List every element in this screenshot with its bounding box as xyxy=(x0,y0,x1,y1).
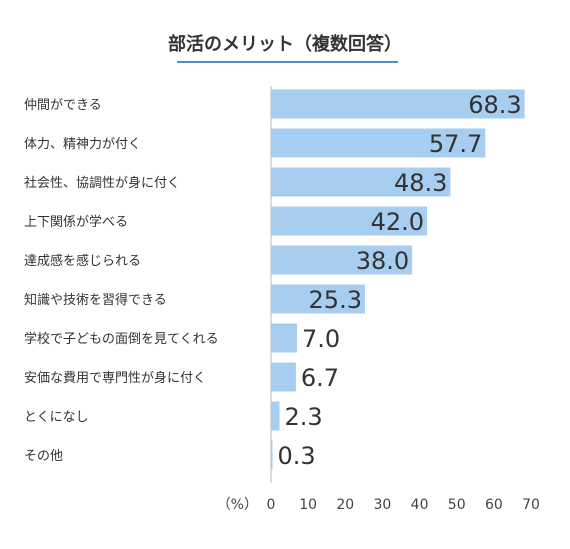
data-label: 25.3 xyxy=(309,286,362,314)
bar xyxy=(271,245,413,275)
category-label: 知識や技術を習得できる xyxy=(24,292,167,308)
bar xyxy=(271,89,525,119)
category-label: 体力、精神力が付く xyxy=(24,137,141,152)
x-tick-label: 60 xyxy=(485,497,503,513)
category-label: 上下関係が学べる xyxy=(24,214,128,230)
bar xyxy=(271,128,486,158)
category-label: とくになし xyxy=(24,410,89,425)
bar xyxy=(271,362,296,392)
x-tick-label: 40 xyxy=(411,497,429,513)
data-label: 42.0 xyxy=(371,208,424,236)
value-labels: 68.3 57.7 48.3 42.0 38.0 25.3 7.0 6.7 2.3 0.3 xyxy=(278,91,522,470)
x-tick-label: 10 xyxy=(299,497,317,513)
chart-title: 部活のメリット（複数回答） xyxy=(168,33,402,55)
data-label: 7.0 xyxy=(302,325,340,353)
category-label: その他 xyxy=(24,449,63,464)
category-labels: 仲間ができる体力、精神力が付く社会性、協調性が身に付く上下関係が学べる達成感を感… xyxy=(24,98,219,464)
category-label: 仲間ができる xyxy=(24,98,102,113)
data-label: 57.7 xyxy=(429,130,482,158)
x-tick-label: 20 xyxy=(336,497,354,513)
category-label: 達成感を感じられる xyxy=(24,253,141,269)
bar xyxy=(271,206,427,236)
category-label: 安価な費用で専門性が身に付く xyxy=(24,370,206,386)
category-label: 学校で子どもの面倒を見てくれる xyxy=(24,331,219,347)
x-axis-unit-label: （%） xyxy=(217,497,258,513)
bar xyxy=(271,167,451,197)
data-label: 48.3 xyxy=(394,169,447,197)
bar xyxy=(271,440,273,470)
bar xyxy=(271,284,365,314)
bars xyxy=(271,89,525,470)
x-axis-tick-labels: 0 10 20 30 40 50 60 70 xyxy=(267,497,540,513)
x-tick-label: 30 xyxy=(374,497,392,513)
data-label: 0.3 xyxy=(278,442,316,470)
x-tick-label: 0 xyxy=(267,497,276,513)
data-label: 68.3 xyxy=(468,91,521,119)
data-label: 38.0 xyxy=(356,247,409,275)
x-tick-label: 50 xyxy=(448,497,466,513)
bar xyxy=(271,323,297,353)
bar xyxy=(271,401,280,431)
data-label: 2.3 xyxy=(285,403,323,431)
data-label: 6.7 xyxy=(301,364,339,392)
category-label: 社会性、協調性が身に付く xyxy=(24,175,180,191)
x-tick-label: 70 xyxy=(522,497,540,513)
